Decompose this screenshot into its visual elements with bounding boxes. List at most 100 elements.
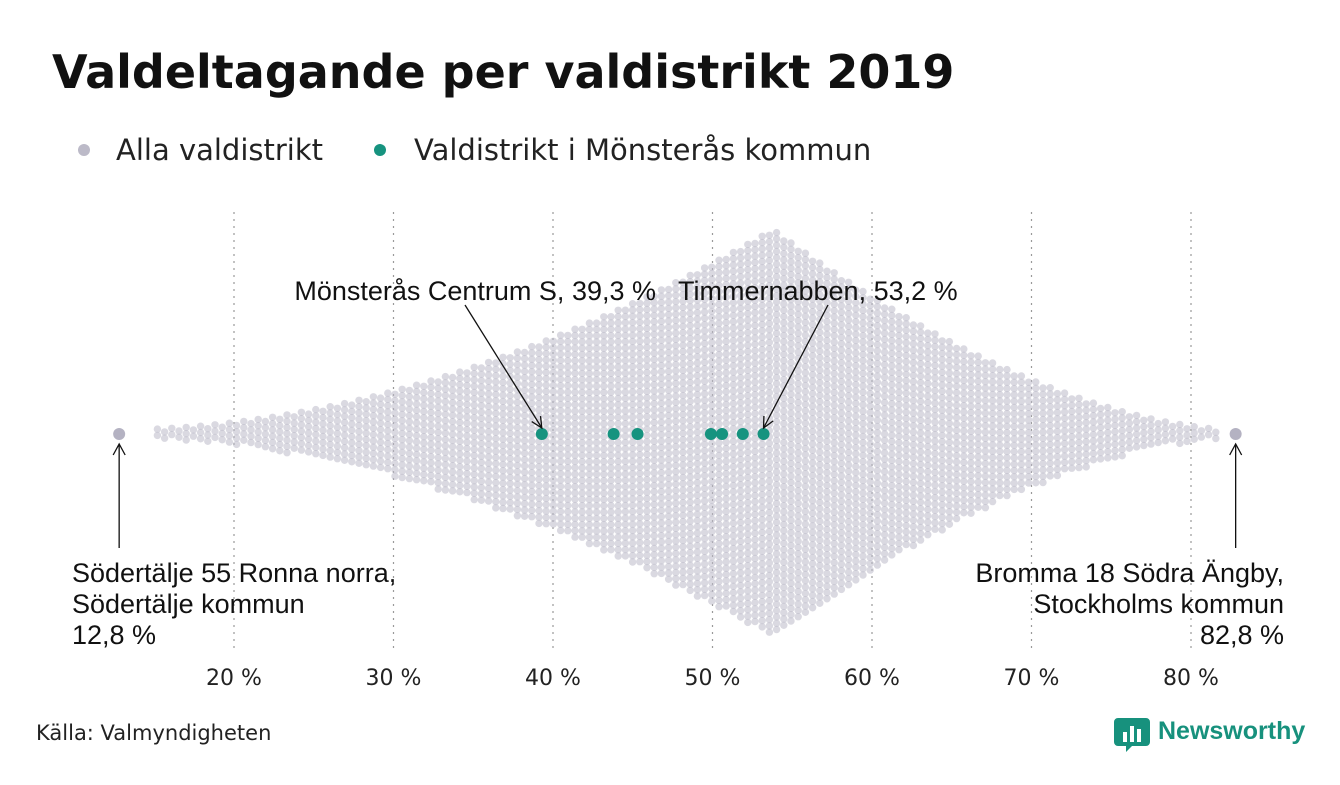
swarm-point: [420, 426, 428, 435]
swarm-point: [708, 458, 716, 467]
swarm-point: [808, 434, 817, 442]
swarm-point: [780, 476, 788, 485]
swarm-point: [830, 332, 838, 340]
swarm-point: [520, 481, 529, 489]
swarm-point: [391, 415, 399, 424]
swarm-point: [996, 441, 1004, 449]
swarm-point: [506, 467, 514, 475]
swarm-point: [693, 523, 702, 531]
swarm-point: [340, 431, 349, 439]
swarm-point: [816, 486, 824, 494]
swarm-point: [916, 498, 925, 506]
swarm-point: [657, 431, 666, 439]
swarm-point: [744, 360, 752, 368]
swarm-point: [722, 495, 730, 503]
swarm-point: [564, 527, 572, 535]
swarm-point: [672, 524, 680, 533]
swarm-point: [564, 489, 572, 497]
swarm-point: [859, 300, 867, 308]
swarm-point: [376, 425, 385, 434]
swarm-point: [808, 326, 817, 335]
swarm-point: [1046, 396, 1054, 404]
swarm-point: [873, 504, 882, 513]
swarm-point: [744, 265, 752, 274]
swarm-point: [859, 369, 867, 378]
swarm-point: [751, 573, 759, 582]
swarm-point: [585, 332, 594, 340]
swarm-point: [736, 562, 745, 571]
swarm-point: [859, 483, 867, 491]
swarm-point: [686, 410, 694, 418]
swarm-point: [297, 414, 306, 423]
swarm-point: [578, 388, 586, 396]
swarm-point: [1017, 454, 1026, 462]
swarm-point: [1125, 425, 1134, 434]
swarm-point: [542, 381, 550, 389]
swarm-point: [866, 453, 874, 461]
swarm-point: [405, 437, 414, 445]
swarm-point: [729, 292, 738, 301]
swarm-point: [780, 508, 788, 516]
swarm-point: [708, 534, 716, 542]
swarm-point: [513, 461, 522, 470]
swarm-point: [952, 508, 961, 516]
swarm-point: [830, 527, 838, 535]
swarm-point: [628, 369, 637, 377]
swarm-point: [333, 455, 342, 463]
swarm-point: [736, 594, 745, 602]
swarm-point: [873, 296, 882, 305]
swarm-point: [657, 506, 666, 515]
swarm-point: [463, 381, 471, 390]
swarm-point: [895, 464, 903, 472]
swarm-point: [1010, 410, 1018, 418]
swarm-point: [1039, 447, 1047, 455]
swarm-point: [477, 452, 486, 460]
swarm-point: [895, 527, 903, 535]
swarm-point: [794, 587, 802, 596]
swarm-point: [744, 328, 752, 337]
swarm-point: [729, 576, 738, 584]
swarm-point: [988, 403, 997, 411]
swarm-point: [744, 606, 752, 614]
swarm-point: [888, 311, 896, 320]
swarm-point: [945, 470, 954, 478]
swarm-point: [1212, 434, 1220, 443]
swarm-point: [772, 581, 781, 590]
swarm-point: [924, 493, 932, 501]
swarm-point: [888, 393, 896, 402]
swarm-point: [931, 449, 939, 458]
swarm-point: [326, 440, 334, 449]
swarm-point: [1075, 419, 1083, 428]
swarm-point: [600, 369, 608, 378]
swarm-point: [592, 521, 601, 529]
swarm-point: [657, 468, 666, 477]
swarm-point: [931, 412, 939, 420]
swarm-point: [866, 390, 874, 398]
swarm-point: [808, 515, 817, 524]
swarm-point: [859, 357, 867, 365]
swarm-point: [895, 407, 903, 415]
swarm-point: [492, 378, 500, 386]
swarm-point: [614, 344, 622, 352]
swarm-point: [506, 448, 514, 456]
swarm-point: [607, 357, 615, 365]
swarm-point: [873, 548, 882, 557]
swarm-point: [758, 327, 766, 335]
swarm-point: [729, 462, 738, 471]
swarm-point: [1032, 435, 1040, 443]
swarm-point: [974, 446, 982, 455]
swarm-point: [542, 375, 550, 383]
swarm-point: [513, 354, 522, 362]
swarm-point: [744, 562, 752, 570]
swarm-point: [578, 325, 586, 333]
swarm-point: [787, 314, 795, 323]
swarm-point: [592, 350, 601, 359]
swarm-point: [1132, 436, 1141, 445]
swarm-point: [600, 539, 608, 548]
swarm-point: [679, 303, 687, 312]
swarm-point: [693, 491, 702, 499]
swarm-point: [945, 407, 954, 415]
swarm-point: [722, 451, 730, 459]
swarm-point: [578, 451, 586, 459]
swarm-point: [650, 362, 658, 370]
